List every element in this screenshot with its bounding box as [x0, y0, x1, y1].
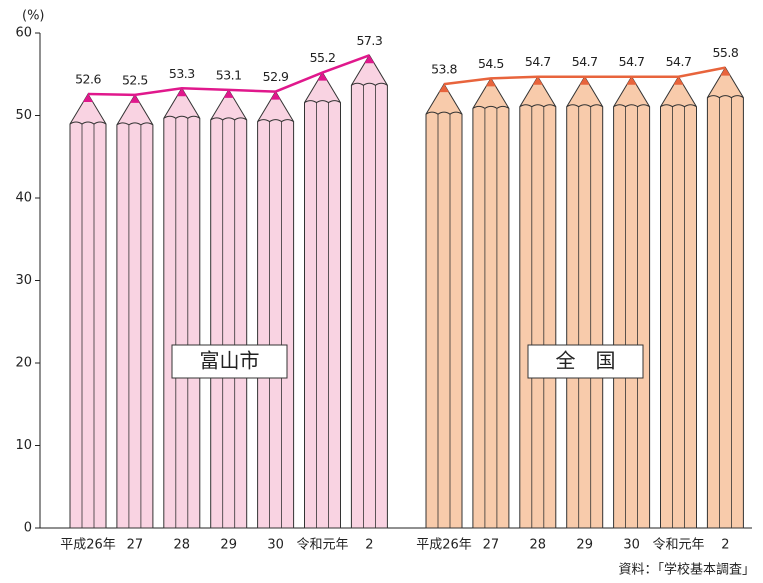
source: 資料：「学校基本調査」 [618, 562, 755, 578]
value-label: 52.5 [122, 72, 148, 87]
group-label-box [171, 344, 288, 379]
pencil-lead [720, 67, 731, 76]
pencil-lead [317, 72, 328, 81]
value-label: 52.9 [263, 69, 289, 84]
pencil-lead [673, 76, 684, 85]
y-tick-label: 50 [15, 108, 32, 123]
trend-line [87, 54, 370, 97]
y-tick-label: 10 [15, 438, 32, 453]
pencil-bar [257, 90, 295, 529]
pencil-lead [364, 55, 375, 64]
pencil-bar [660, 75, 697, 529]
y-tick-label: 0 [24, 521, 32, 536]
pencil-lead [532, 76, 543, 85]
pencil-lead [485, 78, 496, 87]
y-tick-label: 40 [15, 191, 32, 206]
pencil-lead [579, 76, 590, 85]
pencil-bar [350, 54, 388, 529]
x-tick-label: 2 [365, 538, 373, 553]
x-tick-label: 29 [220, 538, 237, 553]
pencil-lead [176, 88, 187, 97]
pencil-bar [116, 93, 154, 529]
x-tick-label: 27 [483, 538, 500, 553]
y-tick-label: 60 [15, 26, 32, 41]
pencil-bar [566, 75, 604, 529]
value-label: 55.8 [712, 45, 738, 60]
x-tick-label: 29 [576, 538, 593, 553]
value-label: 54.5 [478, 56, 504, 71]
x-tick-label: 30 [623, 538, 640, 553]
value-label: 54.7 [619, 54, 645, 69]
x-tick-label: 27 [127, 538, 144, 553]
value-label: 54.7 [525, 54, 551, 69]
group-label: 全 国 [556, 349, 616, 373]
pencil-lead [626, 76, 637, 85]
pencil-bar [210, 88, 248, 529]
pencil-bar [613, 75, 651, 529]
pencil-lead [83, 94, 93, 103]
pencil-bar [706, 66, 744, 529]
x-tick-label: 平成26年 [416, 538, 472, 553]
group-label-box [527, 344, 644, 379]
value-label: 54.7 [572, 54, 598, 69]
x-tick-label: 令和元年 [652, 538, 704, 553]
x-tick-label: 2 [721, 538, 729, 553]
pencil-lead [129, 94, 140, 103]
y-tick-label: 20 [15, 356, 32, 371]
pencil-bar [69, 93, 107, 529]
pencil-bar [304, 71, 341, 529]
x-tick-label: 令和元年 [296, 538, 348, 553]
pencil-lead [223, 89, 234, 98]
group-label: 富山市 [200, 349, 260, 373]
pencil-bar [519, 75, 557, 529]
pencil-bar [425, 83, 463, 529]
pencil-lead [439, 84, 449, 93]
value-label: 53.1 [216, 67, 242, 82]
pencil-lead [270, 91, 281, 100]
x-tick-label: 平成26年 [60, 538, 116, 553]
value-label: 54.7 [666, 54, 692, 69]
trend-line [443, 66, 726, 86]
x-tick-label: 30 [267, 538, 284, 553]
value-label: 55.2 [310, 50, 336, 65]
y-unit: (%) [22, 9, 45, 24]
value-label: 53.3 [169, 66, 195, 81]
x-tick-label: 28 [530, 538, 547, 553]
pencil-bar [472, 77, 510, 529]
x-tick-label: 28 [174, 538, 191, 553]
value-label: 53.8 [431, 62, 457, 77]
pencil-bar [163, 87, 201, 529]
value-label: 52.6 [75, 72, 101, 87]
y-tick-label: 30 [15, 273, 32, 288]
value-label: 57.3 [356, 33, 382, 48]
